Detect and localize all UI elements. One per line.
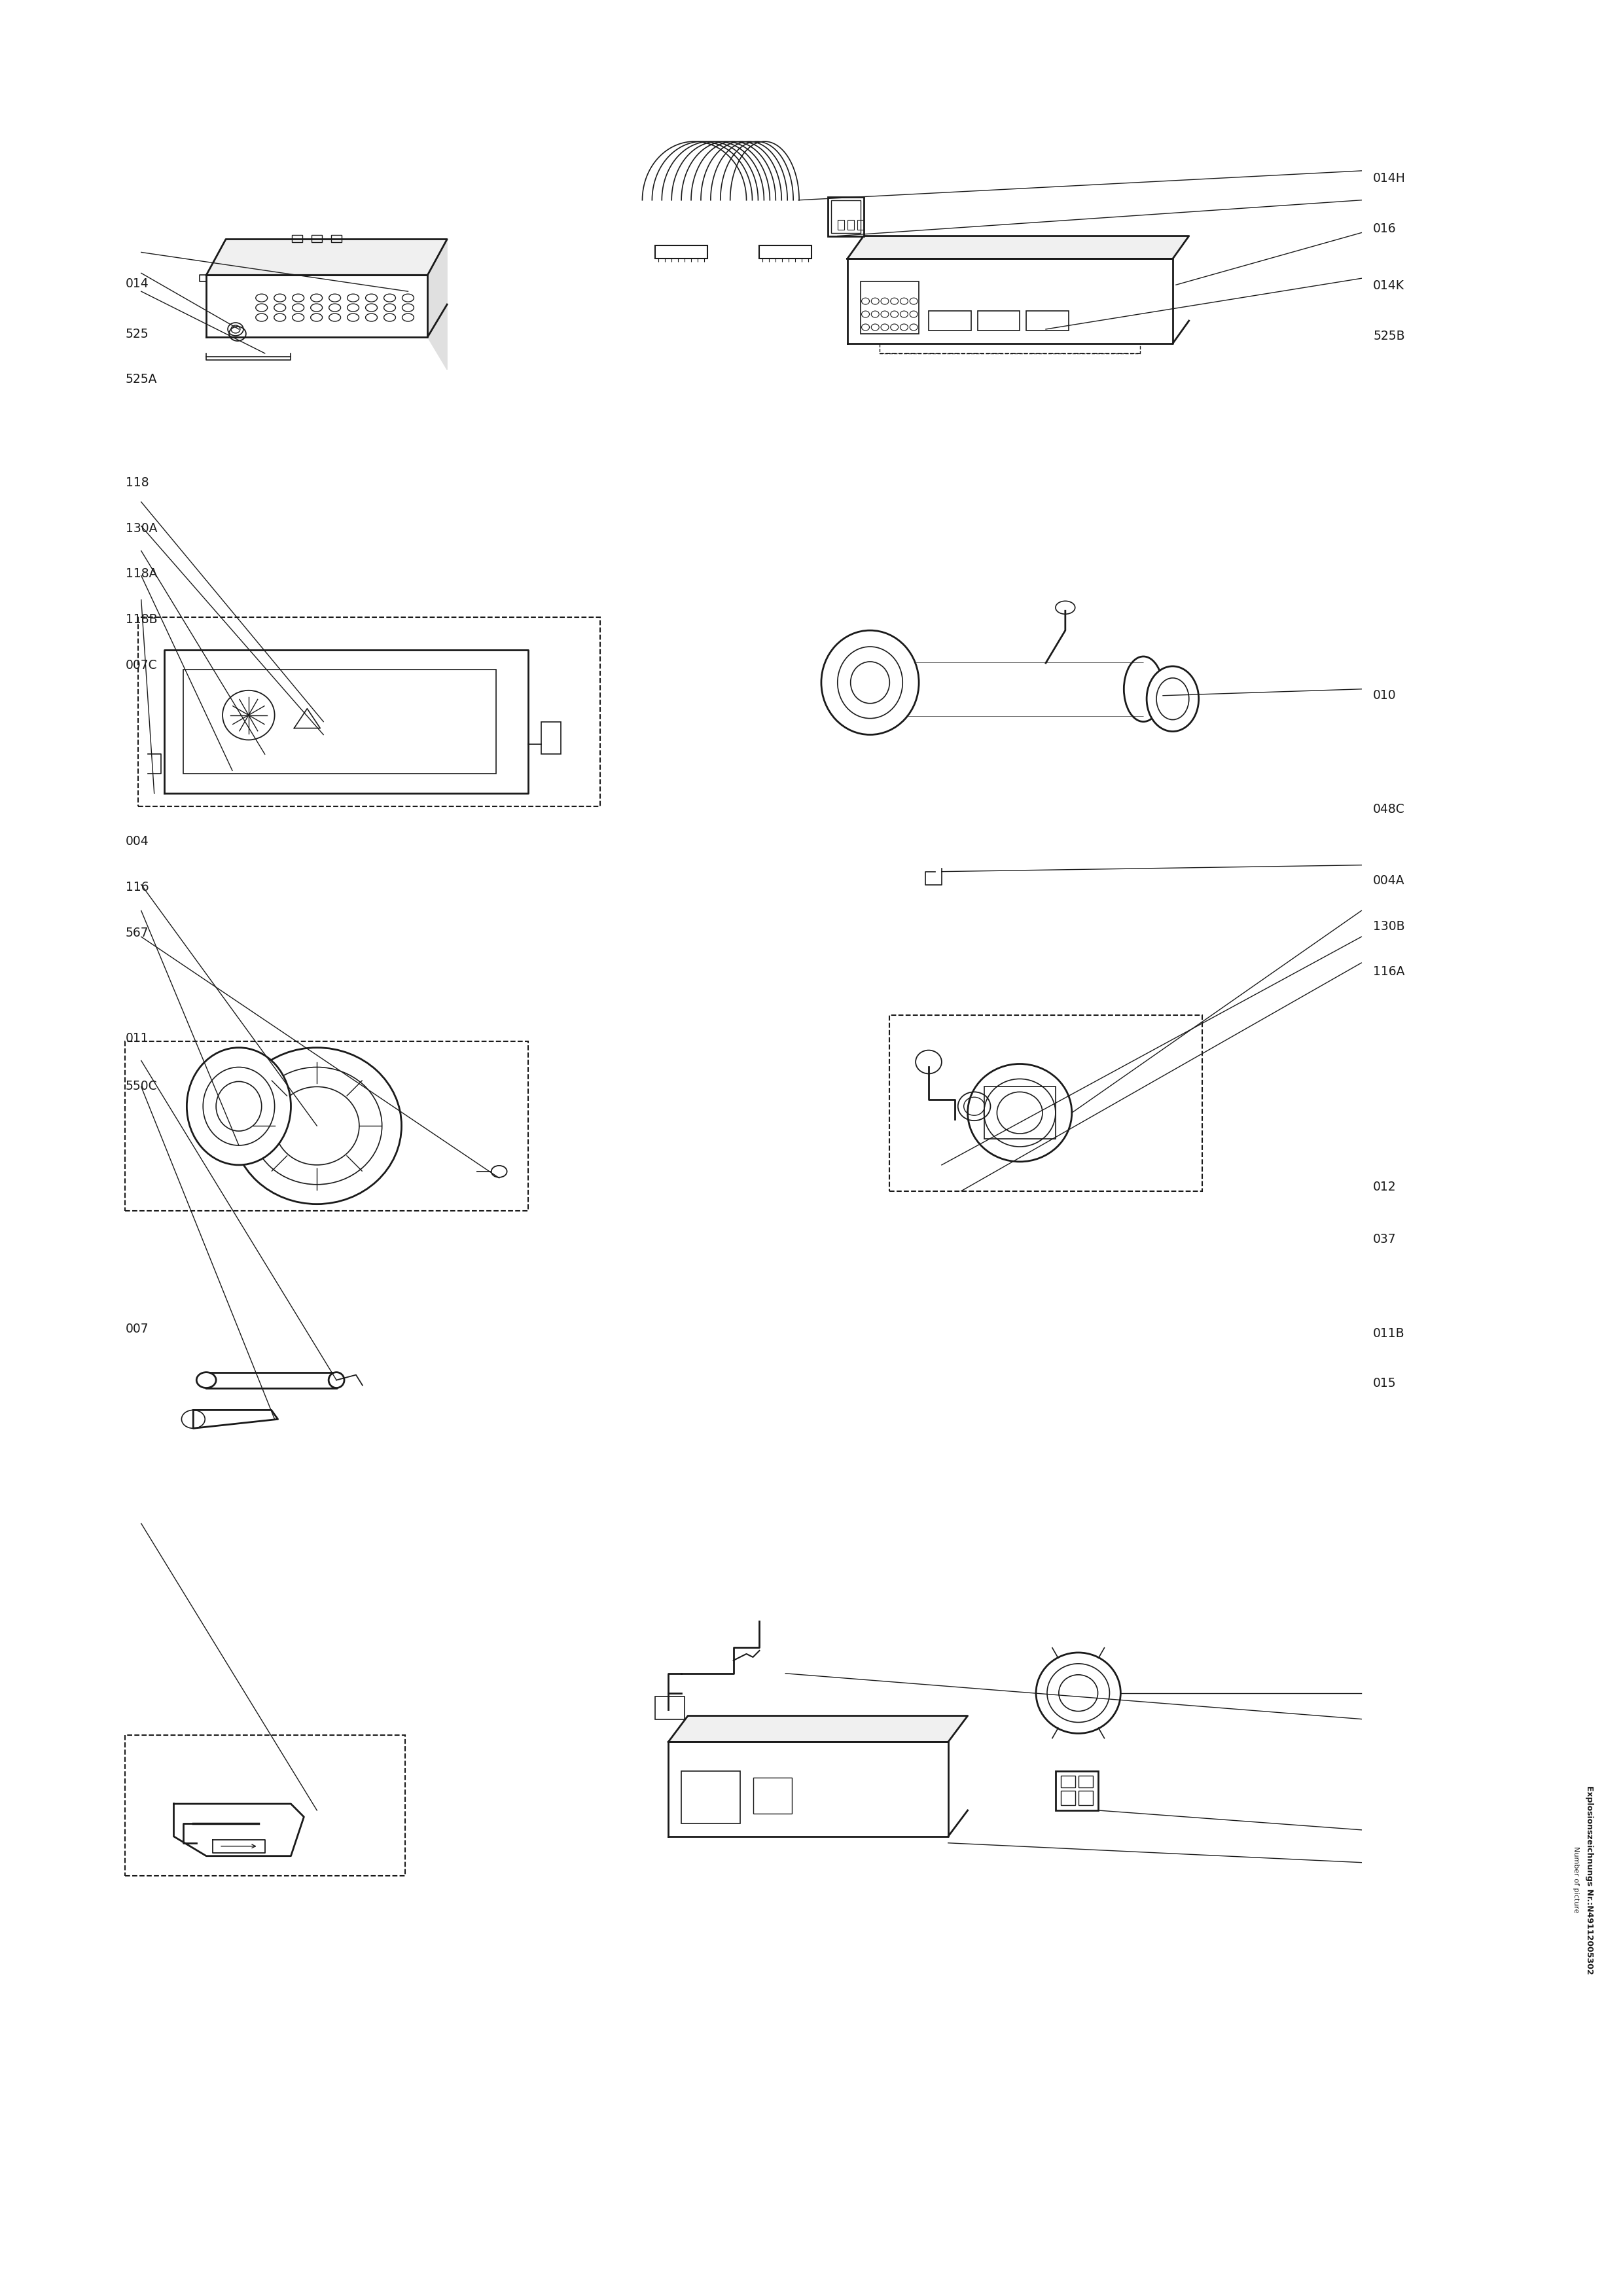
Polygon shape bbox=[174, 1805, 304, 1855]
Polygon shape bbox=[669, 1715, 967, 1743]
Text: Explosionszeichnungs Nr.:N49112005302: Explosionszeichnungs Nr.:N49112005302 bbox=[1586, 1786, 1594, 1975]
Text: 130B: 130B bbox=[1373, 921, 1406, 932]
Bar bbox=[984, 1086, 1055, 1139]
Bar bbox=[889, 1015, 1203, 1192]
Text: 007C: 007C bbox=[125, 659, 157, 673]
Bar bbox=[312, 234, 321, 243]
Ellipse shape bbox=[1146, 666, 1199, 732]
Text: 015: 015 bbox=[1373, 1378, 1396, 1389]
Bar bbox=[292, 234, 302, 243]
Polygon shape bbox=[206, 239, 446, 276]
Bar bbox=[183, 670, 497, 774]
Bar bbox=[1078, 1775, 1092, 1789]
Bar bbox=[331, 234, 342, 243]
Text: 116A: 116A bbox=[1373, 967, 1406, 978]
Bar bbox=[860, 282, 919, 333]
Text: 525B: 525B bbox=[1373, 331, 1406, 342]
Text: 116: 116 bbox=[125, 882, 149, 893]
Text: Number of picture: Number of picture bbox=[1573, 1846, 1579, 1913]
Bar bbox=[847, 220, 854, 230]
Bar bbox=[656, 1697, 685, 1720]
Text: 525A: 525A bbox=[125, 374, 157, 386]
Ellipse shape bbox=[863, 657, 902, 721]
Text: 011: 011 bbox=[125, 1031, 149, 1045]
Ellipse shape bbox=[967, 1063, 1071, 1162]
Text: 525: 525 bbox=[125, 328, 149, 340]
Polygon shape bbox=[206, 276, 427, 338]
Bar bbox=[656, 246, 708, 259]
Polygon shape bbox=[164, 650, 529, 794]
Bar bbox=[928, 310, 971, 331]
Bar bbox=[682, 1770, 740, 1823]
Bar bbox=[760, 246, 812, 259]
Bar bbox=[1078, 1791, 1092, 1805]
Text: 007: 007 bbox=[125, 1322, 149, 1334]
Bar bbox=[977, 310, 1019, 331]
Bar bbox=[1061, 1791, 1074, 1805]
Ellipse shape bbox=[196, 1373, 216, 1387]
Bar bbox=[831, 200, 860, 232]
Bar bbox=[125, 1736, 404, 1876]
Bar bbox=[138, 618, 601, 806]
Text: 014: 014 bbox=[125, 278, 149, 289]
Ellipse shape bbox=[821, 631, 919, 735]
Bar bbox=[1026, 310, 1068, 331]
Polygon shape bbox=[847, 259, 1173, 344]
Bar bbox=[828, 197, 863, 236]
Polygon shape bbox=[427, 239, 446, 370]
Text: 118B: 118B bbox=[125, 613, 157, 627]
Bar bbox=[542, 721, 562, 755]
Text: 011B: 011B bbox=[1373, 1327, 1406, 1339]
Text: 118A: 118A bbox=[125, 567, 157, 581]
Text: 010: 010 bbox=[1373, 689, 1396, 700]
Text: 014H: 014H bbox=[1373, 172, 1406, 184]
Ellipse shape bbox=[1035, 1653, 1120, 1733]
Text: 014K: 014K bbox=[1373, 280, 1404, 292]
Polygon shape bbox=[669, 1743, 948, 1837]
Text: 012: 012 bbox=[1373, 1180, 1396, 1194]
Text: 037: 037 bbox=[1373, 1233, 1396, 1247]
Ellipse shape bbox=[232, 1047, 401, 1203]
Text: 567: 567 bbox=[125, 928, 149, 939]
Bar bbox=[837, 220, 844, 230]
Bar bbox=[125, 1040, 529, 1210]
Text: 048C: 048C bbox=[1373, 804, 1406, 815]
Bar bbox=[857, 220, 863, 230]
Text: 004A: 004A bbox=[1373, 875, 1406, 886]
Polygon shape bbox=[193, 1410, 278, 1428]
Text: 118: 118 bbox=[125, 475, 149, 489]
Polygon shape bbox=[883, 664, 1143, 714]
Text: 550C: 550C bbox=[125, 1079, 157, 1093]
Ellipse shape bbox=[328, 1373, 344, 1387]
Text: 004: 004 bbox=[125, 836, 149, 847]
Polygon shape bbox=[847, 236, 1190, 259]
Bar bbox=[1055, 1770, 1097, 1809]
Ellipse shape bbox=[187, 1047, 291, 1164]
Text: 130A: 130A bbox=[125, 521, 157, 535]
Text: 016: 016 bbox=[1373, 223, 1396, 234]
Bar bbox=[753, 1777, 792, 1814]
Bar bbox=[206, 1373, 336, 1387]
Bar bbox=[1061, 1775, 1074, 1789]
